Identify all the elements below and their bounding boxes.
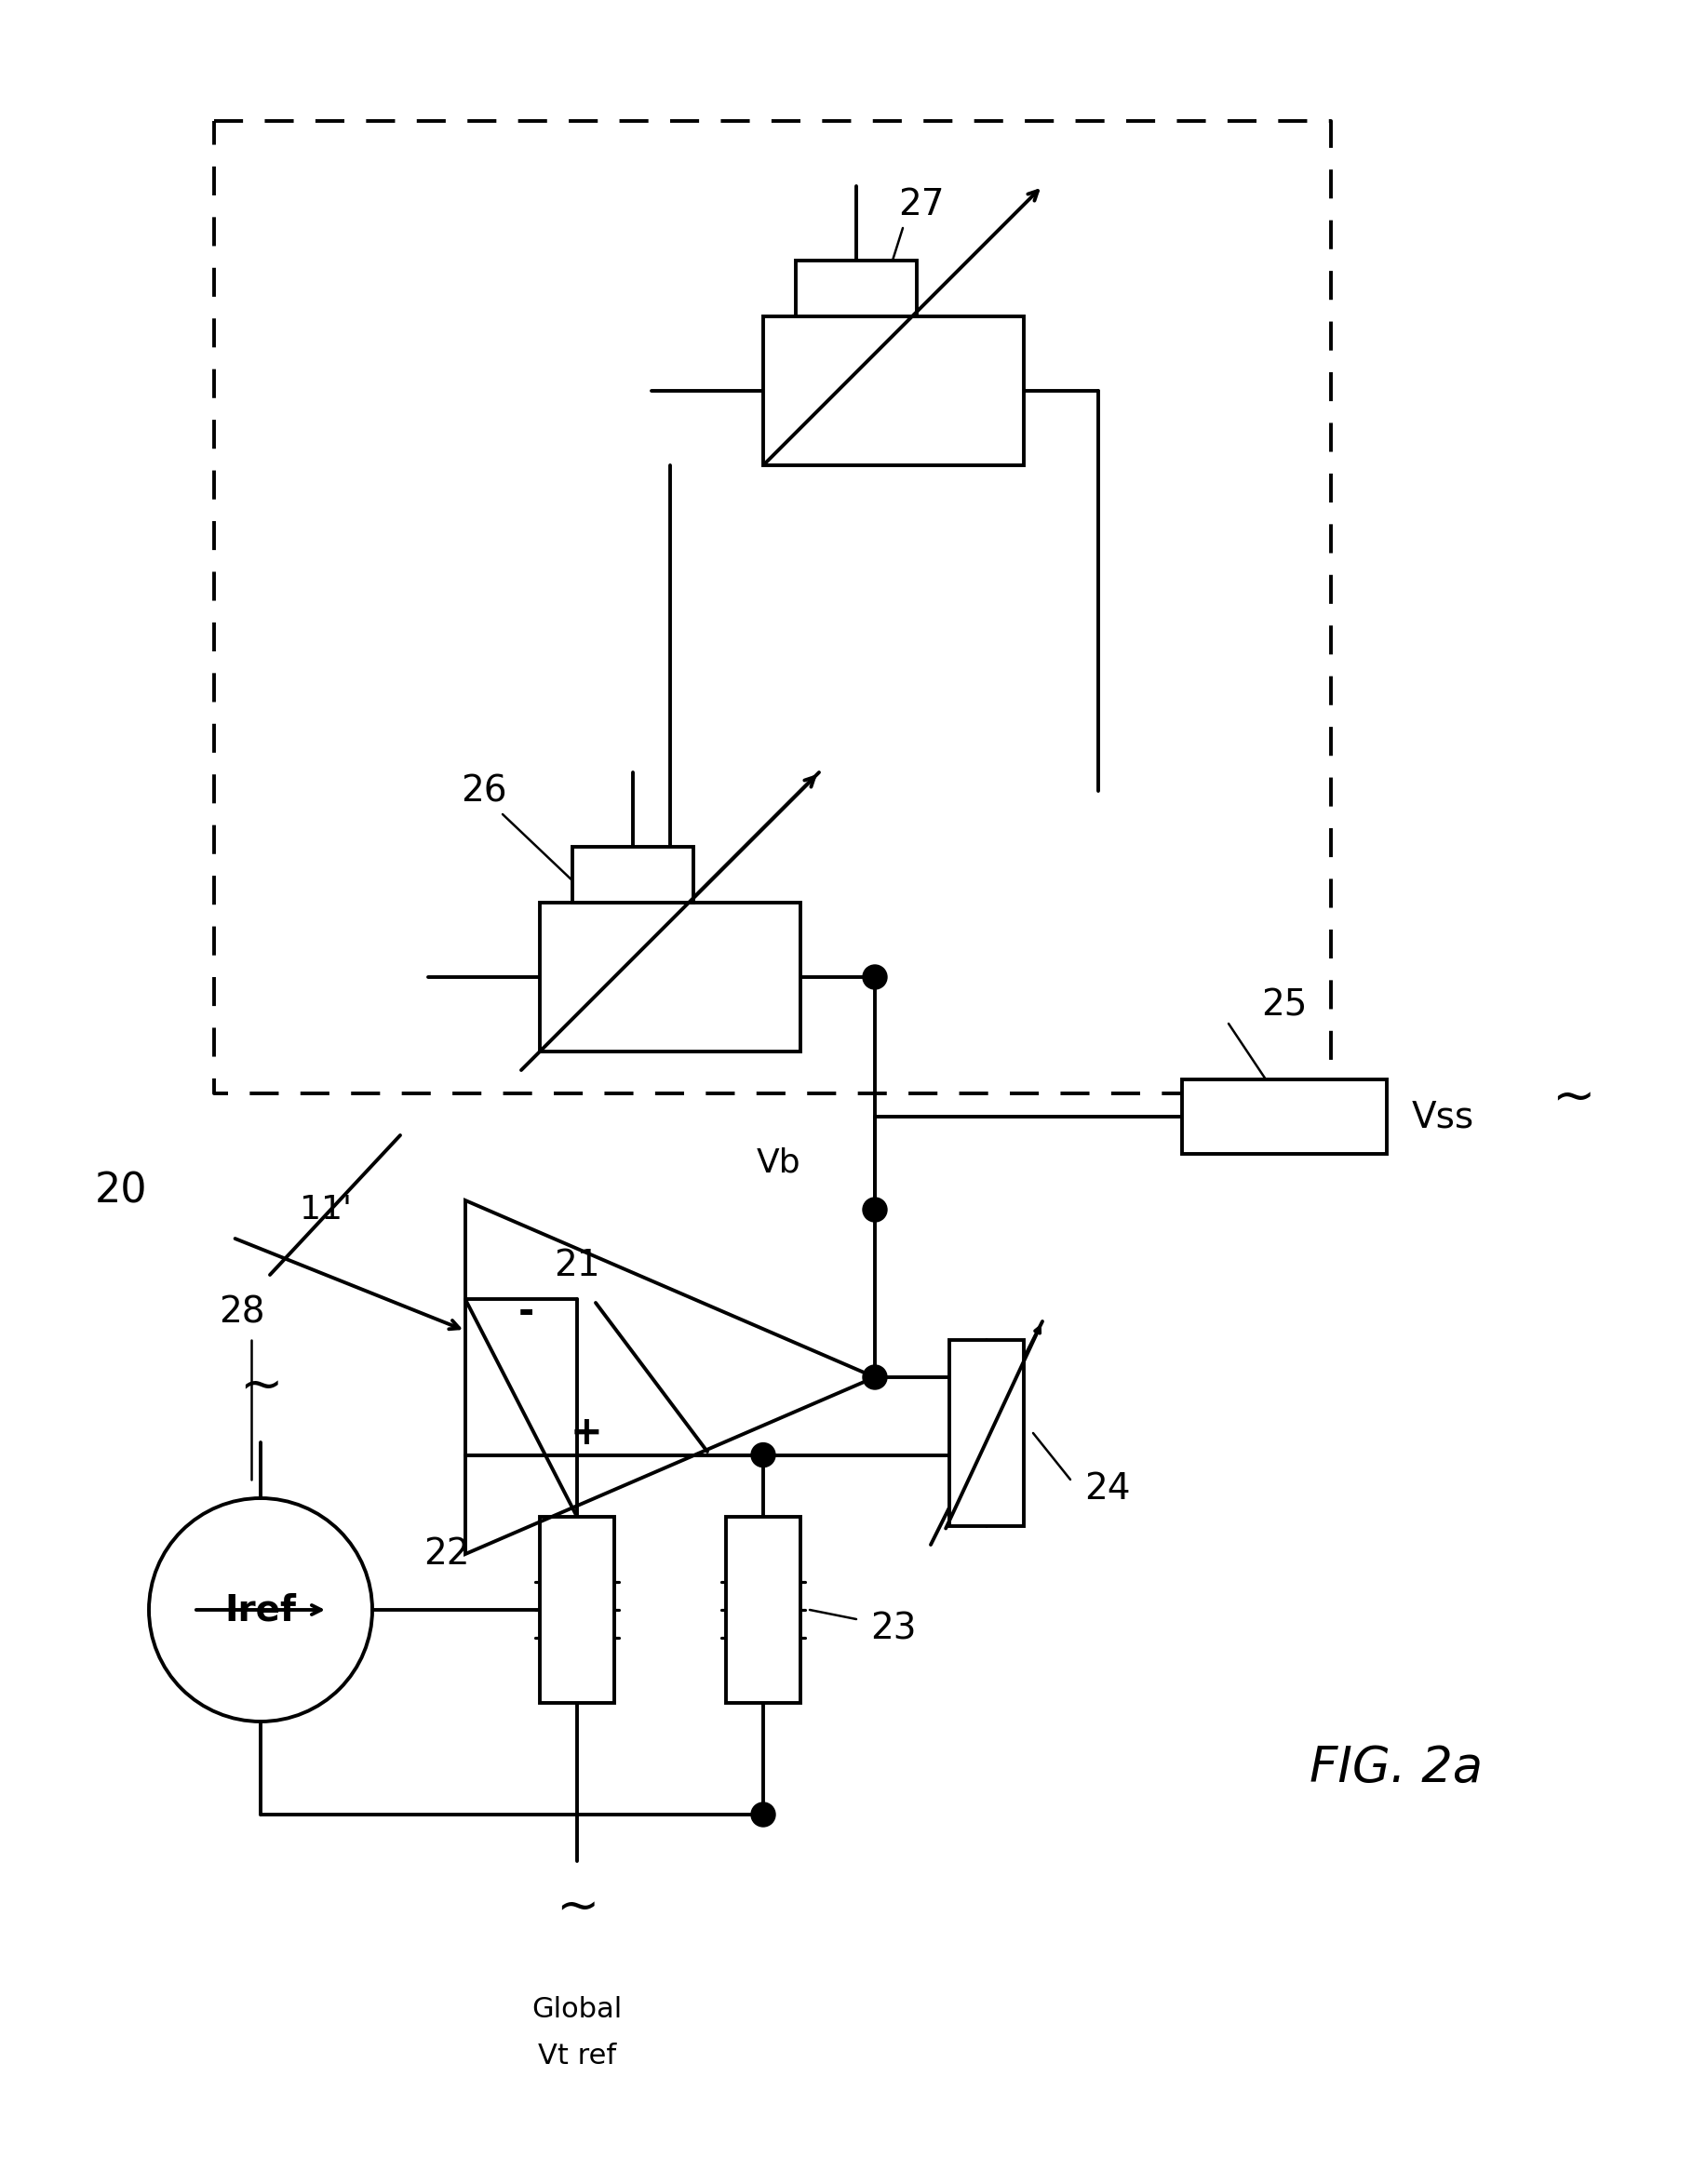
Bar: [1182, 1079, 1387, 1153]
Text: 22: 22: [423, 1535, 469, 1572]
Text: 23: 23: [870, 1612, 916, 1647]
Text: +: +: [571, 1413, 603, 1452]
Bar: [796, 260, 918, 317]
Text: ~: ~: [1551, 1072, 1595, 1123]
Bar: [950, 1341, 1024, 1527]
Text: Vss: Vss: [1412, 1099, 1475, 1133]
Circle shape: [863, 1365, 887, 1389]
Text: 21: 21: [554, 1247, 599, 1284]
Text: 25: 25: [1261, 987, 1307, 1022]
Text: Vt ref: Vt ref: [538, 2042, 616, 2070]
Circle shape: [863, 1197, 887, 1221]
Text: 11': 11': [300, 1195, 352, 1225]
Text: 20: 20: [95, 1171, 147, 1212]
Text: ~: ~: [239, 1363, 283, 1411]
Text: Global: Global: [532, 1996, 623, 2025]
Bar: [572, 847, 694, 902]
Text: Vb: Vb: [757, 1147, 801, 1179]
Circle shape: [863, 965, 887, 989]
Circle shape: [752, 1802, 775, 1826]
Text: -: -: [518, 1293, 533, 1332]
Text: Iref: Iref: [225, 1592, 296, 1627]
Bar: [540, 1518, 615, 1704]
Bar: [726, 1518, 801, 1704]
Circle shape: [752, 1444, 775, 1468]
Text: FIG. 2a: FIG. 2a: [1309, 1743, 1483, 1793]
Text: 26: 26: [460, 773, 508, 808]
Bar: [540, 902, 801, 1051]
Text: 27: 27: [899, 188, 945, 223]
Text: 28: 28: [218, 1295, 266, 1330]
Bar: [764, 317, 1024, 465]
Text: 24: 24: [1085, 1472, 1131, 1507]
Text: ~: ~: [555, 1883, 599, 1933]
